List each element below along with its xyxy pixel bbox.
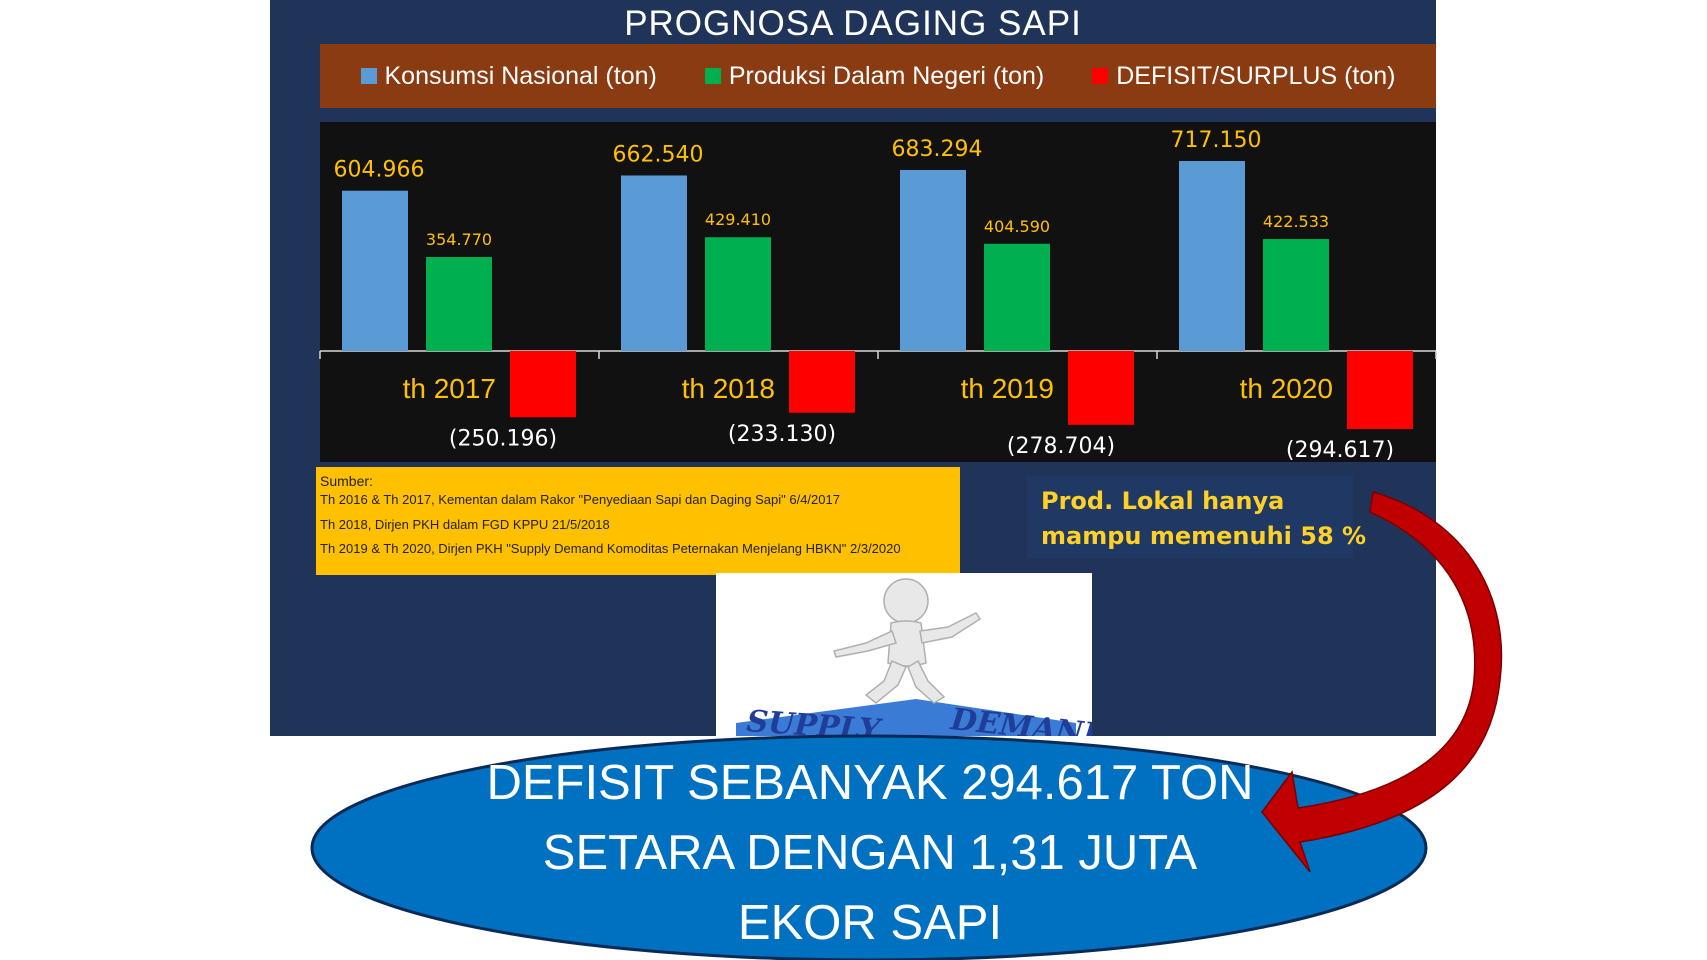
category-label: th 2018 — [682, 373, 775, 404]
data-label: 662.540 — [613, 142, 704, 167]
balancing-figure-icon — [833, 578, 982, 704]
seesaw-board — [736, 699, 1076, 736]
source-line: Th 2018, Dirjen PKH dalam FGD KPPU 21/5/… — [320, 517, 610, 532]
category-label: th 2019 — [961, 373, 1054, 404]
data-label: 717.150 — [1171, 128, 1262, 153]
deficit-line-2: SETARA DENGAN 1,31 JUTA — [542, 826, 1198, 880]
data-label: 683.294 — [892, 137, 983, 162]
bar-defisitsurplus-th-2019 — [1068, 351, 1134, 425]
deficit-line-1: DEFISIT SEBANYAK 294.617 TON — [486, 756, 1254, 810]
legend-swatch-defisit — [1092, 68, 1109, 84]
local-production-note: Prod. Lokal hanya mampu memenuhi 58 % — [1027, 476, 1367, 558]
source-title: Sumber: — [320, 473, 373, 489]
bar-konsumsi-th-2018 — [621, 175, 687, 351]
labels-layer: 604.966 354.770 (250.196) th 2017 662.540 429… — [334, 128, 1395, 463]
data-label: 604.966 — [334, 158, 425, 183]
category-label: th 2020 — [1240, 373, 1333, 404]
source-box: Sumber: Th 2016 & Th 2017, Kementan dala… — [316, 467, 960, 575]
source-line: Th 2016 & Th 2017, Kementan dalam Rakor … — [320, 492, 840, 507]
data-label: 404.590 — [984, 217, 1050, 236]
legend-swatch-konsumsi — [360, 68, 377, 84]
legend-item-produksi: Produksi Dalam Negeri (ton) — [704, 61, 1045, 91]
legend-swatch-produksi — [704, 68, 721, 84]
curved-arrow-icon — [1261, 491, 1503, 873]
bar-konsumsi-th-2019 — [900, 169, 966, 351]
data-label: (278.704) — [1007, 434, 1115, 459]
deficit-summary: DEFISIT SEBANYAK 294.617 TON SETARA DENG… — [420, 748, 1320, 958]
legend-label-produksi: Produksi Dalam Negeri (ton) — [728, 61, 1045, 90]
bar-produksi-th-2020 — [1263, 239, 1329, 351]
bar-defisitsurplus-th-2020 — [1347, 351, 1413, 430]
bar-konsumsi-th-2017 — [342, 190, 408, 351]
bar-defisitsurplus-th-2018 — [789, 351, 855, 413]
supply-demand-illustration: SUPPLY DEMAND — [716, 573, 1092, 736]
chart-legend: Konsumsi Nasional (ton) Produksi Dalam N… — [320, 44, 1436, 108]
data-label: 422.533 — [1263, 212, 1329, 231]
data-label: 429.410 — [705, 210, 771, 229]
legend-label-defisit: DEFISIT/SURPLUS (ton) — [1116, 61, 1396, 90]
note-line-1: Prod. Lokal hanya — [1041, 487, 1285, 515]
data-label: (250.196) — [449, 426, 557, 451]
note-line-2: mampu memenuhi 58 % — [1041, 522, 1367, 550]
bar-produksi-th-2017 — [426, 257, 492, 351]
legend-label-konsumsi: Konsumsi Nasional (ton) — [384, 61, 657, 90]
data-label: (294.617) — [1286, 438, 1394, 463]
deficit-line-3: EKOR SAPI — [737, 896, 1003, 950]
deficit-ellipse — [310, 734, 1428, 960]
plot-area — [320, 122, 1436, 462]
source-line: Th 2019 & Th 2020, Dirjen PKH "Supply De… — [320, 541, 901, 556]
bar-produksi-th-2018 — [705, 237, 771, 351]
data-label: 354.770 — [426, 230, 492, 249]
bars-layer — [342, 161, 1413, 430]
bar-defisitsurplus-th-2017 — [510, 351, 576, 418]
legend-item-defisit: DEFISIT/SURPLUS (ton) — [1092, 62, 1395, 91]
bar-konsumsi-th-2020 — [1179, 161, 1245, 351]
legend-item-konsumsi: Konsumsi Nasional (ton) — [360, 61, 657, 91]
chart-title: PROGNOSA DAGING SAPI — [624, 4, 1082, 43]
category-label: th 2017 — [403, 373, 496, 404]
data-label: (233.130) — [728, 422, 836, 447]
bar-produksi-th-2019 — [984, 243, 1050, 351]
